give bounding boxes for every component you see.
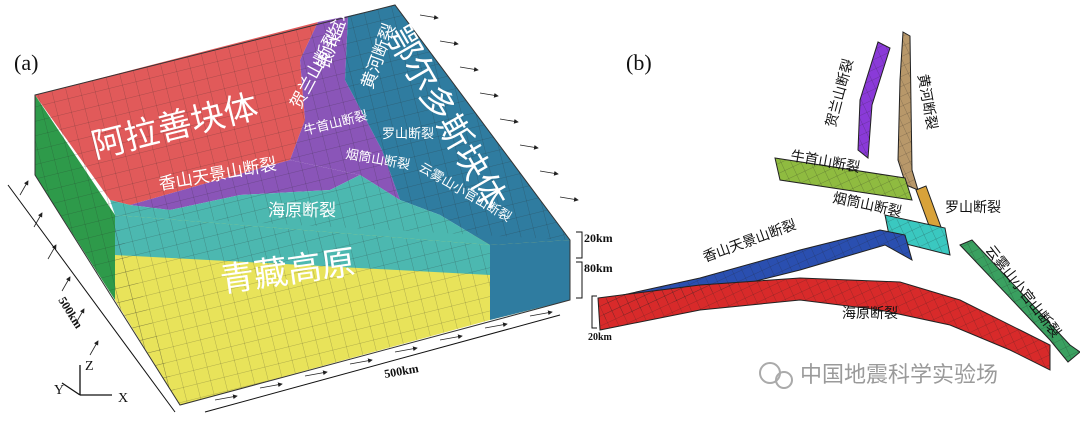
panel-label: (b) <box>626 50 652 75</box>
axis-label: Y <box>54 383 64 398</box>
depth-label: 20km <box>588 332 613 343</box>
width-label: 500km <box>55 294 85 331</box>
width-label: 500km <box>383 361 420 381</box>
width-line <box>7 184 176 413</box>
fault-mesh <box>598 32 1080 370</box>
boundary-arrow <box>61 276 71 292</box>
boundary-arrow <box>47 244 57 260</box>
boundary-arrow <box>484 322 508 329</box>
boundary-arrow <box>479 92 499 98</box>
axis-label: Z <box>85 359 94 374</box>
fault-label: 海原断裂 <box>842 306 898 322</box>
fault-label: 罗山断裂 <box>945 200 1001 216</box>
fault-planes <box>591 31 1080 371</box>
depth-bracket <box>591 295 597 329</box>
depth-label: 20km <box>584 231 613 245</box>
boundary-arrows <box>19 14 579 401</box>
boundary-arrow <box>499 118 519 124</box>
boundary-arrow <box>304 370 328 377</box>
boundary-arrow <box>539 170 559 176</box>
watermark: 中国地震科学实验场 <box>759 362 998 389</box>
watermark-text: 中国地震科学实验场 <box>800 363 998 388</box>
boundary-arrow <box>519 144 539 150</box>
axis-label: X <box>118 391 128 406</box>
boundary-arrow <box>214 394 238 401</box>
axis-triad <box>61 365 112 396</box>
boundary-arrow <box>33 212 43 228</box>
boundary-arrow <box>89 340 99 356</box>
boundary-arrow <box>394 346 418 353</box>
boundary-arrow <box>439 334 463 341</box>
boundary-arrow <box>559 196 579 202</box>
fault-label: 罗山断裂 <box>382 126 434 141</box>
boundary-arrow <box>75 308 85 324</box>
depth-bracket <box>576 231 583 299</box>
fault-label: 海原断裂 <box>268 201 336 220</box>
boundary-arrow <box>19 180 29 196</box>
fault-label: 黄河断裂 <box>914 73 940 131</box>
depth-label: 80km <box>584 261 613 275</box>
boundary-arrow <box>529 310 553 317</box>
boundary-arrow <box>419 14 439 20</box>
block-outline <box>34 4 571 406</box>
dimension-marks <box>7 184 583 413</box>
boundary-arrow <box>439 40 459 46</box>
panel-label: (a) <box>14 50 38 75</box>
boundary-arrow <box>259 382 283 389</box>
width-line <box>204 314 561 413</box>
boundary-arrow <box>349 358 373 365</box>
front-face-ordos <box>490 240 570 320</box>
boundary-arrow <box>459 66 479 72</box>
